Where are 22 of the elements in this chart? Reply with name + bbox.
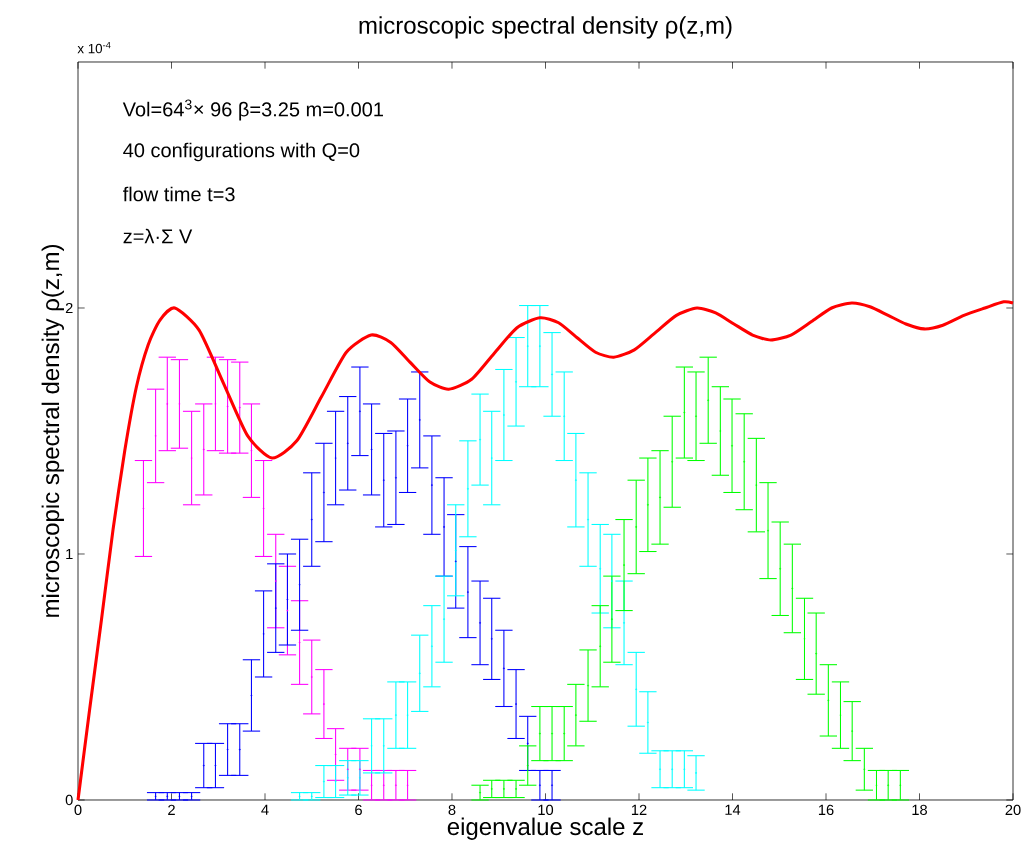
annotation: 40 configurations with Q=0 xyxy=(123,142,360,162)
annotation: z=λ·Σ V xyxy=(123,228,193,244)
annotation: Vol=64$^{3}$× 96 β=3.25 m=0.001 xyxy=(122,99,383,121)
x-tick-label: 18 xyxy=(912,804,928,816)
x-tick-label: 0 xyxy=(74,804,82,816)
x-tick-label: 8 xyxy=(448,804,456,816)
chart-title: microscopic spectral density ρ(z,m) xyxy=(359,16,732,39)
x-tick-label: 2 xyxy=(168,804,175,815)
annotation: flow time t=3 xyxy=(123,186,235,202)
y-tick-label: 1 xyxy=(66,548,73,560)
text: x 10$^{-4}$ xyxy=(77,41,111,54)
x-tick-label: 20 xyxy=(1005,804,1021,816)
x-tick-label: 16 xyxy=(818,804,834,816)
x-tick-label: 4 xyxy=(261,804,269,815)
y-tick-label: 0 xyxy=(65,794,73,806)
x-axis-title: eigenvalue scale z xyxy=(447,817,643,840)
x-tick-label: 14 xyxy=(725,804,741,815)
y-axis-title: microscopic spectral density ρ(z,m) xyxy=(41,244,64,617)
y-tick-label: 2 xyxy=(65,302,73,314)
x-tick-label: 10 xyxy=(538,804,554,816)
x-tick-label: 6 xyxy=(355,804,362,816)
x-tick-label: 12 xyxy=(631,804,647,815)
